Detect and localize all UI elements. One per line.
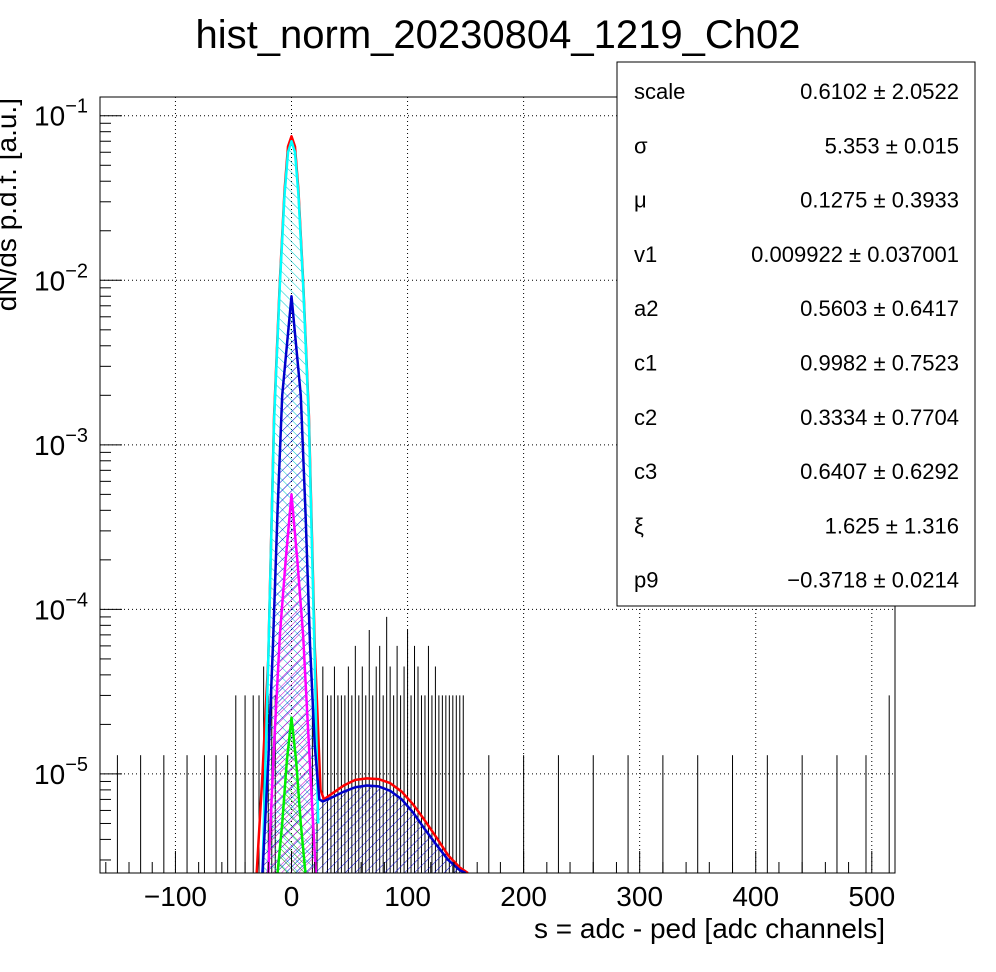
stat-name: a2 xyxy=(634,296,658,321)
pe2-curve xyxy=(267,493,318,873)
stat-name: ξ xyxy=(634,513,644,538)
y-tick-label: 10−2 xyxy=(34,260,88,296)
ped_gauss-curve xyxy=(261,139,320,873)
stat-value: 1.625 ± 1.316 xyxy=(825,513,959,538)
stat-value: −0.3718 ± 0.0214 xyxy=(787,568,959,593)
x-tick-label: 200 xyxy=(500,881,547,912)
x-tick-label: 100 xyxy=(384,881,431,912)
stat-value: 0.1275 ± 0.3933 xyxy=(800,188,959,213)
x-axis: −100 0 100 200 300 400 500 xyxy=(105,851,896,912)
stat-value: 0.3334 ± 0.7704 xyxy=(800,405,959,430)
x-tick-label: 400 xyxy=(732,881,779,912)
fit-curves xyxy=(255,135,469,873)
x-tick-label: 300 xyxy=(616,881,663,912)
y-axis: 10−1 10−2 10−3 10−4 10−5 xyxy=(34,96,122,861)
stat-value: 0.6102 ± 2.0522 xyxy=(800,79,959,104)
chart-title: hist_norm_20230804_1219_Ch02 xyxy=(196,13,801,57)
stat-name: σ xyxy=(634,133,648,158)
stat-name: scale xyxy=(634,79,685,104)
stats-box-frame xyxy=(616,61,976,607)
pe2-fill-area xyxy=(268,494,316,873)
x-tick-label: −100 xyxy=(144,881,207,912)
stat-value: 0.6407 ± 0.6292 xyxy=(800,459,959,484)
histogram-bars xyxy=(116,616,890,873)
y-tick-label: 10−4 xyxy=(34,589,88,625)
y-axis-title: dN/ds p.d.f. [a.u.] xyxy=(0,98,22,311)
pe3-fill-area xyxy=(277,717,306,873)
fit-stats-box: scale 0.6102 ± 2.0522 σ 5.353 ± 0.015 μ 0.127… xyxy=(616,61,976,607)
stat-name: c2 xyxy=(634,405,657,430)
stat-name: c1 xyxy=(634,351,657,376)
x-tick-label: 0 xyxy=(284,881,300,912)
y-tick-label: 10−5 xyxy=(34,754,88,790)
x-tick-label: 500 xyxy=(848,881,895,912)
stat-name: p9 xyxy=(634,568,658,593)
pe3-curve xyxy=(276,716,307,873)
pe1-curve xyxy=(261,294,467,873)
stat-value: 0.5603 ± 0.6417 xyxy=(800,296,959,321)
x-axis-title: s = adc - ped [adc channels] xyxy=(534,913,885,944)
stat-name: c3 xyxy=(634,459,657,484)
stat-name: v1 xyxy=(634,242,657,267)
stat-value: 0.009922 ± 0.037001 xyxy=(751,242,959,267)
stat-name: μ xyxy=(634,188,647,213)
y-tick-label: 10−1 xyxy=(34,96,88,132)
y-tick-label: 10−3 xyxy=(34,425,88,461)
stat-value: 0.9982 ± 0.7523 xyxy=(800,351,959,376)
stat-value: 5.353 ± 0.015 xyxy=(825,133,959,158)
